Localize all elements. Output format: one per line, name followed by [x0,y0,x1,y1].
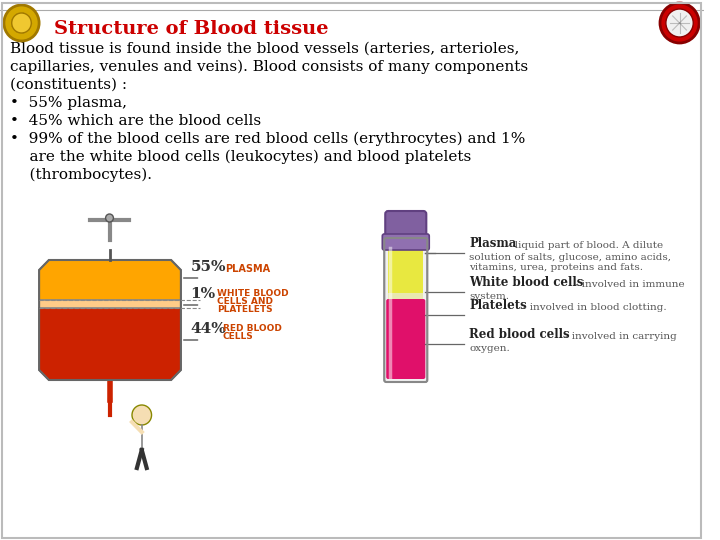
FancyBboxPatch shape [384,238,427,382]
Text: oxygen.: oxygen. [469,344,510,353]
FancyBboxPatch shape [388,248,423,293]
Text: •  99% of the blood cells are red blood cells (erythrocytes) and 1%: • 99% of the blood cells are red blood c… [10,132,525,146]
Text: CELLS: CELLS [223,332,253,341]
Text: vitamins, urea, proteins and fats.: vitamins, urea, proteins and fats. [469,263,644,272]
Text: PLASMA: PLASMA [225,264,270,274]
Polygon shape [39,308,181,380]
Text: Red blood cells: Red blood cells [469,328,570,341]
Text: Platelets: Platelets [469,299,527,312]
Text: PLATELETS: PLATELETS [217,305,273,314]
Text: solution of salts, glucose, amino acids,: solution of salts, glucose, amino acids, [469,253,671,262]
FancyBboxPatch shape [386,299,426,379]
Text: •  55% plasma,: • 55% plasma, [10,96,127,110]
Text: - liquid part of blood. A dilute: - liquid part of blood. A dilute [508,241,664,250]
Text: (constituents) :: (constituents) : [10,78,127,92]
Text: - involved in carrying: - involved in carrying [565,332,677,341]
Text: CELLS AND: CELLS AND [217,297,273,306]
Text: WHITE BLOOD: WHITE BLOOD [217,289,289,298]
Circle shape [4,5,39,41]
FancyBboxPatch shape [385,211,426,245]
Text: are the white blood cells (leukocytes) and blood platelets: are the white blood cells (leukocytes) a… [10,150,471,164]
Polygon shape [39,260,181,300]
Text: capillaries, venules and veins). Blood consists of many components: capillaries, venules and veins). Blood c… [10,60,528,75]
Circle shape [660,3,699,43]
Text: 44%: 44% [191,322,226,336]
FancyBboxPatch shape [382,234,429,250]
Text: Structure of Blood tissue: Structure of Blood tissue [54,20,328,38]
Text: - involved in blood clotting.: - involved in blood clotting. [523,303,667,312]
FancyBboxPatch shape [388,293,423,301]
Text: 55%: 55% [191,260,226,274]
Text: White blood cells: White blood cells [469,276,584,289]
Text: Blood tissue is found inside the blood vessels (arteries, arterioles,: Blood tissue is found inside the blood v… [10,42,519,56]
Text: (thrombocytes).: (thrombocytes). [10,168,152,183]
Circle shape [12,13,31,33]
Circle shape [106,214,114,222]
Circle shape [132,405,151,425]
Polygon shape [39,300,181,308]
Text: system.: system. [469,292,509,301]
Text: Plasma: Plasma [469,237,517,250]
Text: RED BLOOD: RED BLOOD [223,324,282,333]
Text: 1%: 1% [191,287,216,301]
Text: - involved in immune: - involved in immune [575,280,685,289]
Circle shape [666,9,693,37]
Text: •  45% which are the blood cells: • 45% which are the blood cells [10,114,261,128]
